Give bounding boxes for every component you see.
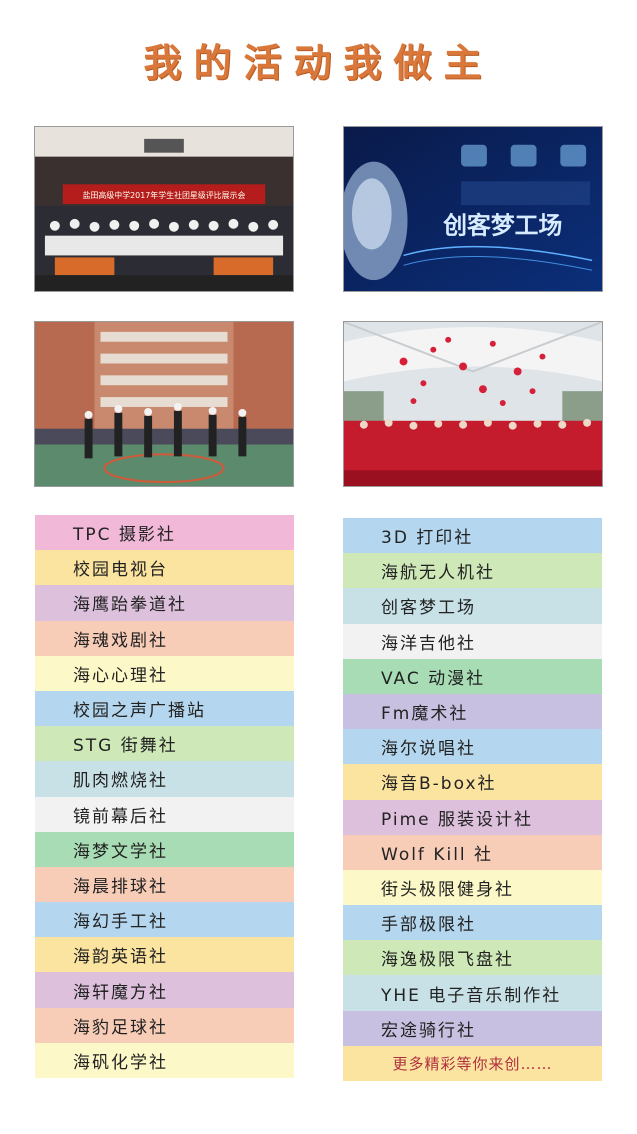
club-item: 校园电视台 (35, 550, 294, 586)
club-item: 海魂戏剧社 (35, 620, 294, 656)
club-item: 校园之声广播站 (35, 690, 294, 727)
club-item: 镜前幕后社 (35, 796, 294, 832)
club-item: Fm魔术社 (343, 693, 602, 730)
club-item: VAC 动漫社 (343, 658, 602, 694)
club-item: 海尔说唱社 (343, 729, 602, 765)
club-item: 海轩魔方社 (35, 972, 294, 1008)
club-item: 3D 打印社 (343, 518, 602, 554)
club-item: 海航无人机社 (343, 553, 602, 589)
club-item: 海音B-box社 (343, 764, 602, 800)
club-item: 海梦文学社 (35, 831, 294, 867)
exhibition-banner-text: 盐田高级中学2017年学生社团星级评比展示会 (83, 190, 246, 200)
club-item: 海韵英语社 (35, 937, 294, 973)
page-title: 我的活动我做主 (143, 41, 494, 85)
club-item: 肌肉燃烧社 (35, 761, 294, 797)
more-clubs-note: 更多精彩等你来创…… (343, 1045, 602, 1081)
club-item: 海心心理社 (35, 655, 294, 691)
club-item: TPC 摄影社 (35, 515, 294, 551)
club-item: 手部极限社 (343, 905, 602, 941)
club-item: 海逸极限飞盘社 (343, 940, 602, 976)
club-item: Wolf Kill 社 (343, 834, 602, 870)
club-item: 海晨排球社 (35, 866, 294, 903)
club-item: 宏途骑行社 (343, 1010, 602, 1046)
maker-poster-title: 创客梦工场 (442, 212, 562, 240)
club-list-left: TPC 摄影社 校园电视台 海鹰跆拳道社 海魂戏剧社 海心心理社 校园之声广播站 STG 街… (35, 515, 294, 1078)
club-item: YHE 电子音乐制作社 (343, 975, 602, 1011)
club-item: 海鹰跆拳道社 (35, 585, 294, 621)
photo-balloon-celebration (343, 321, 603, 487)
photo-club-exhibition: 盐田高级中学2017年学生社团星级评比展示会 (34, 126, 294, 292)
photo-basketball-game (34, 321, 294, 487)
club-list-right: 3D 打印社 海航无人机社 创客梦工场 海洋吉他社 VAC 动漫社 Fm魔术社 海尔说唱社海… (343, 518, 602, 1081)
club-item: STG 街舞社 (35, 726, 294, 762)
club-item: 海矾化学社 (35, 1042, 294, 1078)
club-item: 海豹足球社 (35, 1007, 294, 1043)
club-item: 海幻手工社 (35, 902, 294, 938)
photo-maker-poster: 创客梦工场 (343, 126, 603, 292)
club-item: 街头极限健身社 (343, 869, 602, 906)
club-item: 海洋吉他社 (343, 623, 602, 659)
club-item: 创客梦工场 (343, 588, 602, 624)
club-item: Pime 服装设计社 (343, 799, 602, 835)
